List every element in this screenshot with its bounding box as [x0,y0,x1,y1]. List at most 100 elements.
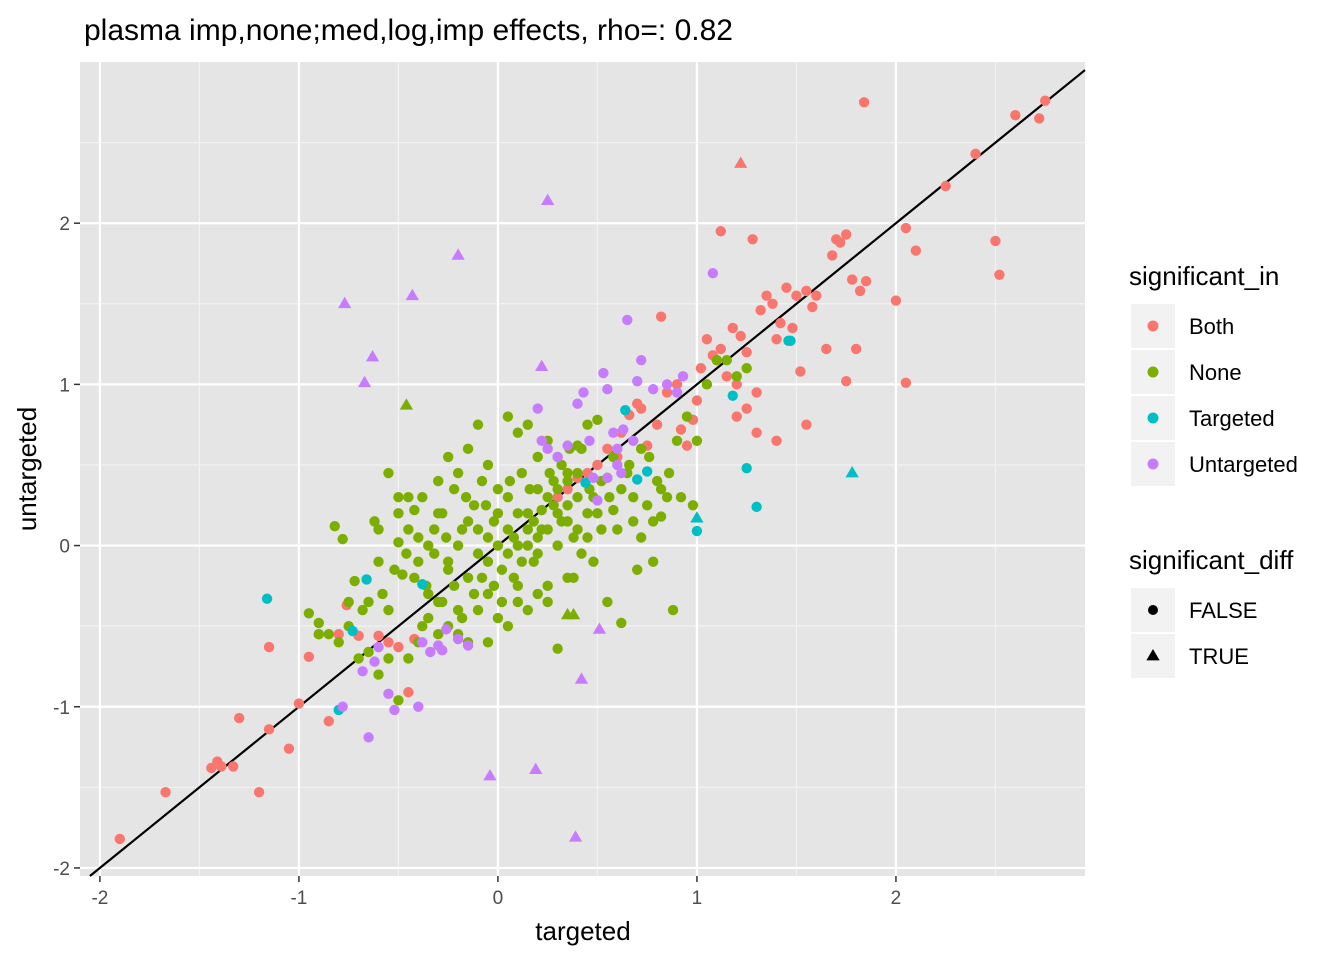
point-circle [582,508,593,519]
point-circle [409,572,420,584]
point-circle [562,572,573,584]
point-circle [472,419,484,430]
y-tick-label: -2 [53,859,70,880]
point-circle [562,440,573,451]
point-circle [751,501,762,513]
point-circle [472,524,484,535]
legend-significant-diff: significant_diff FALSE TRUE [1129,545,1294,678]
point-circle [160,786,171,798]
point-circle [313,629,325,640]
point-circle [472,604,484,616]
y-tick-label: 0 [59,537,70,558]
point-circle [578,387,589,398]
point-circle [602,443,613,455]
point-circle [389,704,400,716]
point-circle [468,588,480,600]
point-circle [413,701,424,712]
point-triangle [574,672,589,684]
point-circle [452,633,464,645]
point-circle [488,516,500,527]
point-circle [383,653,394,664]
point-circle [436,596,448,608]
point-circle [556,459,567,471]
point-circle [492,483,504,495]
legend-key-triangle [1146,649,1160,661]
legend-color-title: significant_in [1129,261,1279,291]
point-circle [502,548,514,559]
point-circle [695,363,707,374]
point-circle [572,467,583,479]
point-circle [333,637,344,648]
point-circle [532,548,543,559]
point-triangle [690,511,704,523]
grid-minor [80,62,1085,876]
point-circle [588,556,599,567]
point-circle [542,596,553,608]
point-circle [488,580,500,592]
point-circle [643,451,655,463]
point-circle [755,305,766,316]
point-circle [687,500,699,511]
point-circle [522,508,533,519]
point-circle [462,443,474,455]
point-circle [761,290,772,301]
x-tick-label: 0 [493,888,504,909]
point-circle [731,411,742,422]
point-circle [433,508,444,519]
point-circle [373,669,384,680]
point-circle [556,516,567,527]
point-circle [618,424,629,435]
point-circle [532,483,543,495]
point-circle [544,467,555,479]
point-circle [293,698,305,709]
point-circle [522,419,533,430]
point-circle [741,346,752,358]
point-circle [647,384,659,395]
point-circle [727,322,738,334]
x-axis: -2 -1 0 1 2 [91,876,901,909]
point-circle [576,548,587,559]
legend-key-circle [1147,366,1159,378]
point-circle [641,466,653,477]
point-circle [423,588,434,600]
point-circle [440,624,452,635]
point-circle [357,666,368,677]
data-points [114,95,1051,845]
chart-title: plasma imp,none;med,log,imp effects, rho… [84,14,733,47]
point-circle [572,398,583,409]
point-circle [383,688,394,700]
point-circle [612,459,623,471]
point-triangle [357,375,372,388]
point-circle [373,524,384,535]
point-circle [512,580,524,592]
point-circle [562,483,573,495]
point-circle [476,475,488,487]
point-circle [632,375,643,387]
point-circle [548,500,559,511]
point-circle [337,533,348,545]
point-circle [588,472,599,484]
point-circle [532,451,543,463]
point-circle [253,786,265,798]
point-circle [442,564,454,575]
legend-shape-title: significant_diff [1129,545,1294,575]
point-circle [552,492,563,503]
point-circle [572,440,583,451]
point-circle [504,475,516,487]
point-circle [655,483,667,495]
y-tick-label: 1 [59,375,70,396]
point-circle [417,492,428,503]
point-circle [409,504,420,516]
point-circle [403,687,414,698]
point-circle [701,334,713,345]
point-circle [731,379,742,390]
legend-significant-in: significant_in Both None Targeted Untargete… [1129,261,1298,486]
point-circle [389,564,400,575]
legend-key-circle [1147,458,1159,470]
point-circle [721,354,732,366]
point-circle [641,500,653,511]
point-circle [516,556,528,567]
point-circle [691,395,703,406]
point-circle [462,572,474,584]
